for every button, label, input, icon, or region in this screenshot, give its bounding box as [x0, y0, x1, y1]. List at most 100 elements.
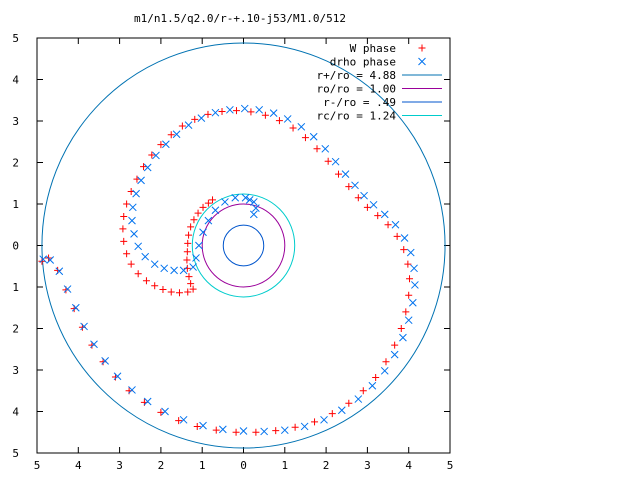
data-point [123, 250, 131, 258]
data-point [384, 221, 392, 229]
y-tick-label: 4 [12, 74, 19, 87]
data-point [148, 151, 156, 159]
data-point [183, 264, 191, 272]
data-point [408, 298, 417, 307]
data-point [167, 288, 175, 296]
data-point [313, 145, 321, 153]
data-point [291, 423, 299, 431]
data-point [337, 406, 346, 415]
data-point [137, 176, 145, 185]
x-tick-label: 1 [281, 459, 288, 472]
data-point [354, 194, 362, 202]
y-tick-label: 0 [12, 240, 19, 253]
data-point [275, 117, 283, 125]
data-point [297, 122, 306, 131]
x-tick-label: 5 [34, 459, 41, 472]
data-point [140, 163, 148, 171]
data-point [134, 270, 142, 278]
data-point [354, 395, 363, 403]
data-point [162, 140, 170, 149]
data-point [199, 203, 207, 211]
data-point [382, 358, 390, 366]
data-point [141, 252, 150, 261]
x-tick-label: 2 [323, 459, 330, 472]
data-point [218, 107, 226, 115]
data-point [390, 350, 399, 359]
data-point [189, 285, 197, 293]
data-point [341, 170, 350, 178]
data-point [321, 144, 330, 153]
y-tick-label: 2 [12, 157, 19, 170]
data-point [309, 132, 318, 141]
data-point [142, 277, 150, 285]
legend-symbol [418, 57, 426, 66]
data-point [252, 204, 260, 213]
data-point [187, 223, 195, 231]
data-point [71, 303, 80, 312]
data-point [204, 216, 213, 225]
data-point [204, 110, 212, 118]
data-point [280, 426, 289, 435]
data-point [400, 246, 408, 254]
data-point [119, 225, 127, 233]
data-point [183, 256, 191, 264]
series-drho-phase [39, 104, 419, 436]
y-tick-label: 3 [12, 364, 19, 377]
data-point [187, 280, 195, 288]
data-point [178, 122, 186, 130]
data-point [204, 199, 212, 207]
data-point [123, 200, 131, 208]
data-point [345, 399, 353, 407]
data-point [232, 428, 240, 436]
data-point [218, 425, 227, 434]
data-point [143, 397, 152, 406]
data-point [157, 408, 165, 416]
data-point [397, 325, 405, 332]
chart-title: m1/n1.5/q2.0/r-+.10-j53/M1.0/512 [134, 12, 346, 25]
data-point [405, 291, 413, 299]
y-tick-label: 1 [12, 198, 19, 211]
data-point [374, 212, 382, 220]
y-tick-label: 5 [12, 32, 19, 45]
data-point [190, 216, 198, 224]
data-point [400, 234, 409, 242]
data-point [175, 417, 183, 425]
reference-circles [41, 42, 446, 449]
data-point [411, 281, 419, 289]
data-point [399, 333, 407, 342]
y-tick-label: 2 [12, 323, 19, 336]
data-point [157, 141, 165, 149]
x-tick-label: 4 [405, 459, 412, 472]
data-point [260, 427, 269, 436]
data-point [172, 130, 181, 139]
data-point [301, 134, 309, 142]
data-point [320, 415, 328, 424]
data-point [179, 266, 188, 275]
data-point [184, 239, 192, 247]
data-point [391, 220, 400, 229]
data-series [38, 104, 419, 436]
data-point [130, 230, 138, 238]
data-point [363, 203, 371, 211]
data-point [39, 255, 48, 264]
data-point [195, 241, 203, 250]
data-point [239, 427, 248, 435]
data-point [404, 260, 412, 268]
data-point [38, 257, 46, 265]
data-point [221, 198, 229, 206]
data-point [328, 410, 336, 418]
data-point [209, 196, 217, 204]
data-point [120, 237, 128, 245]
data-point [300, 422, 309, 431]
circle-ro [201, 203, 286, 288]
x-tick-label: 4 [75, 459, 82, 472]
data-point [247, 108, 255, 116]
data-point [406, 275, 414, 283]
data-point [134, 242, 143, 251]
data-point [143, 163, 152, 172]
data-point [212, 426, 220, 434]
data-point [269, 109, 278, 117]
data-point [191, 115, 199, 123]
series-w-phase [38, 107, 414, 436]
